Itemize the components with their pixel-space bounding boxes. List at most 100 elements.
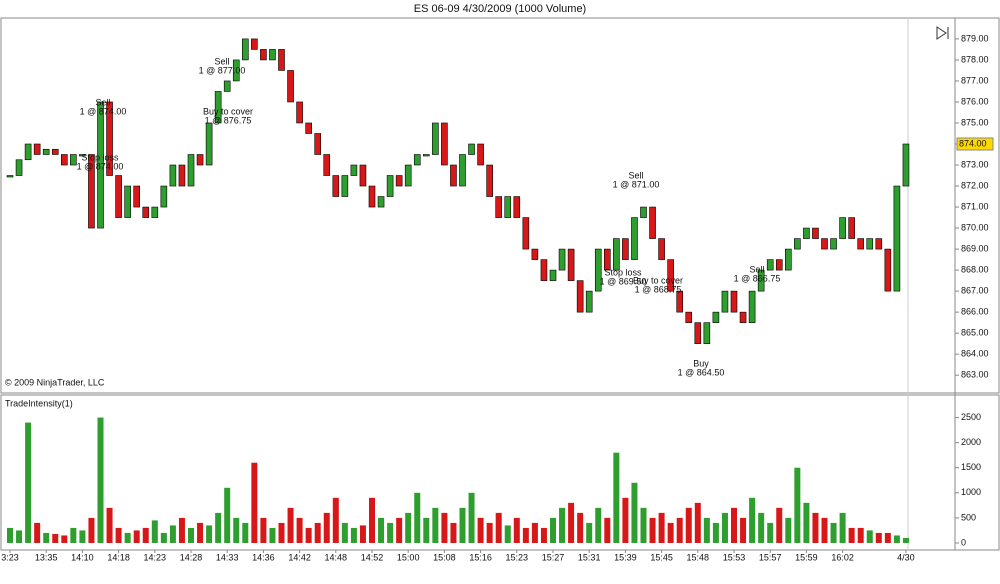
candle: [88, 154, 95, 229]
candle: [730, 290, 738, 313]
y-tick-label: 866.00: [961, 307, 989, 317]
volume-bar: [586, 522, 593, 543]
volume-bar: [595, 507, 602, 543]
y-tick-label: 868.00: [961, 264, 989, 274]
candle: [558, 248, 566, 271]
volume-bar: [649, 517, 656, 543]
volume-bar: [694, 502, 701, 543]
candle: [812, 227, 819, 239]
candle: [649, 206, 656, 239]
volume-bar: [640, 507, 647, 543]
volume-bar: [884, 532, 891, 543]
volume-bar: [169, 525, 176, 543]
candle: [622, 238, 629, 260]
x-tick-label: 15:16: [469, 552, 492, 562]
volume-bar: [414, 492, 421, 543]
candle: [821, 238, 828, 250]
candle: [839, 217, 846, 239]
candle: [902, 143, 910, 187]
volume-bar: [106, 507, 113, 543]
volume-bar: [387, 522, 394, 543]
candle: [359, 164, 367, 187]
volume-bar: [758, 512, 765, 543]
candle: [15, 159, 23, 176]
candle: [893, 185, 901, 292]
candle: [115, 175, 122, 218]
candle: [287, 70, 294, 103]
volume-bar: [631, 482, 638, 543]
x-tick-label: 16:02: [831, 552, 854, 562]
volume-bar: [676, 517, 683, 543]
y-tick-label: 873.00: [961, 159, 989, 169]
y-tick-label: 877.00: [961, 75, 989, 85]
trade-label: Sell: [628, 170, 643, 180]
volume-bar: [133, 530, 140, 543]
volume-bar: [350, 527, 357, 543]
candle: [549, 269, 557, 281]
trade-detail: 1 @ 877.00: [199, 65, 246, 75]
candle: [413, 154, 421, 166]
volume-bar: [52, 533, 59, 543]
scroll-end-icon[interactable]: [936, 26, 949, 40]
candle: [757, 269, 765, 292]
trade-label: Buy to cover: [633, 275, 683, 285]
trade-detail: 1 @ 869.50: [600, 276, 647, 286]
trade-detail: 1 @ 866.75: [734, 273, 781, 283]
candle: [477, 143, 484, 166]
volume-bar: [88, 517, 95, 543]
candle: [504, 196, 512, 218]
volume-bar: [613, 452, 620, 543]
candle: [232, 59, 240, 82]
x-tick-label: 15:08: [433, 552, 456, 562]
candle: [33, 143, 41, 155]
candle: [332, 175, 340, 197]
candle: [775, 259, 783, 271]
candle: [260, 49, 267, 61]
candle: [296, 101, 303, 124]
volume-bar: [323, 512, 330, 543]
candle: [350, 164, 358, 176]
volume-bar: [224, 487, 231, 543]
candle: [459, 154, 466, 187]
x-tick-label: 14:36: [252, 552, 275, 562]
candle: [278, 49, 285, 71]
candle: [432, 122, 439, 155]
candle: [495, 196, 503, 218]
candle: [685, 311, 693, 323]
candle: [24, 143, 32, 161]
x-tick-label: 4/30: [897, 552, 915, 562]
candle: [531, 248, 539, 260]
candle: [721, 290, 729, 313]
candle: [640, 206, 647, 218]
y-tick-label: 876.00: [961, 96, 989, 106]
x-tick-label: 14:48: [325, 552, 348, 562]
volume-bar: [622, 497, 629, 543]
volume-bar: [568, 502, 575, 543]
candle: [395, 175, 403, 187]
x-tick-label: 15:57: [759, 552, 782, 562]
volume-bar: [767, 522, 774, 543]
y-tick-label: 878.00: [961, 54, 989, 64]
volume-bar: [468, 492, 475, 543]
volume-bar: [278, 522, 285, 543]
candle: [223, 80, 231, 92]
volume-bar: [604, 517, 611, 543]
x-tick-label: 15:59: [795, 552, 818, 562]
candle: [60, 154, 68, 166]
volume-bar: [151, 520, 158, 543]
candle: [377, 196, 385, 208]
y-tick-label: 879.00: [961, 33, 989, 43]
volume-bar: [314, 522, 321, 543]
candle: [830, 238, 837, 250]
volume-bar: [857, 527, 864, 543]
x-tick-label: 13:35: [35, 552, 58, 562]
candle: [251, 38, 258, 50]
volume-bar: [287, 507, 294, 543]
volume-bar: [776, 507, 783, 543]
trade-label: Sell: [95, 97, 110, 107]
candle: [676, 290, 684, 313]
volume-bar: [531, 522, 538, 543]
volume-bar: [7, 527, 13, 543]
candle: [694, 322, 702, 344]
